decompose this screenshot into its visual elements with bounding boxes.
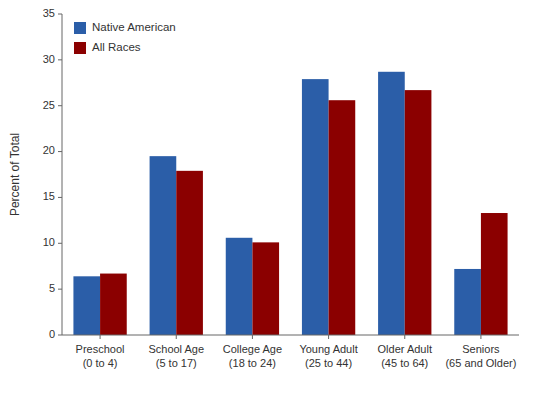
- y-axis-line: [62, 14, 63, 335]
- x-tick: [252, 335, 253, 339]
- x-tick-label-line: Preschool: [76, 343, 125, 355]
- bar: [481, 213, 508, 335]
- legend-swatch: [74, 42, 86, 54]
- x-tick-label-line: Older Adult: [378, 343, 432, 355]
- x-tick-label-line: (45 to 64): [381, 357, 428, 369]
- y-tick-label: 20: [43, 144, 55, 156]
- y-tick: [58, 105, 62, 106]
- bar: [454, 269, 481, 335]
- x-tick-label: Seniors (65 and Older): [445, 343, 516, 369]
- bar: [176, 171, 203, 335]
- y-tick: [58, 59, 62, 60]
- y-tick-label: 15: [43, 190, 55, 202]
- chart-container: 0 5 10 15 20 25 30 35 Preschool (0 to 4) School Ag…: [0, 0, 535, 397]
- bar: [302, 79, 329, 335]
- bars: [73, 72, 507, 335]
- x-tick: [176, 335, 177, 339]
- x-tick-label-line: (0 to 4): [83, 357, 118, 369]
- y-tick: [58, 151, 62, 152]
- y-tick-label: 10: [43, 236, 55, 248]
- y-tick: [58, 197, 62, 198]
- x-tick: [100, 335, 101, 339]
- x-tick-label-line: College Age: [223, 343, 282, 355]
- bar: [150, 156, 177, 335]
- x-tick-label-line: (65 and Older): [445, 357, 516, 369]
- y-tick-label: 0: [49, 328, 55, 340]
- x-axis-line: [62, 335, 519, 336]
- x-tick-label: Preschool (0 to 4): [76, 343, 125, 369]
- legend-label: All Races: [92, 41, 141, 53]
- x-tick-label-line: Seniors: [462, 343, 500, 355]
- bar: [329, 100, 356, 335]
- y-tick: [58, 289, 62, 290]
- bar: [405, 90, 432, 335]
- y-tick: [58, 14, 62, 15]
- bar: [226, 238, 253, 335]
- y-axis-label: Percent of Total: [8, 133, 22, 216]
- y-tick: [58, 243, 62, 244]
- y-tick-label: 25: [43, 99, 55, 111]
- x-tick-label: Young Adult (25 to 44): [299, 343, 357, 369]
- bar: [252, 242, 279, 335]
- x-tick-label: School Age (5 to 17): [148, 343, 204, 369]
- y-tick: [58, 335, 62, 336]
- bar: [378, 72, 405, 335]
- chart-svg: 0 5 10 15 20 25 30 35 Preschool (0 to 4) School Ag…: [0, 0, 535, 397]
- legend-label: Native American: [92, 21, 176, 33]
- x-tick-label-line: (5 to 17): [156, 357, 197, 369]
- x-tick-label-line: School Age: [148, 343, 204, 355]
- legend-swatch: [74, 22, 86, 34]
- x-tick-label-line: (18 to 24): [229, 357, 276, 369]
- x-tick: [480, 335, 481, 339]
- y-tick-label: 30: [43, 53, 55, 65]
- x-tick: [328, 335, 329, 339]
- bar: [100, 274, 127, 335]
- x-tick-label-line: Young Adult: [299, 343, 357, 355]
- x-tick-label: Older Adult (45 to 64): [378, 343, 432, 369]
- legend: Native American All Races: [74, 21, 176, 54]
- x-tick-label-line: (25 to 44): [305, 357, 352, 369]
- x-tick-label: College Age (18 to 24): [223, 343, 282, 369]
- bar: [73, 276, 100, 335]
- x-tick: [404, 335, 405, 339]
- y-tick-label: 35: [43, 7, 55, 19]
- y-tick-label: 5: [49, 282, 55, 294]
